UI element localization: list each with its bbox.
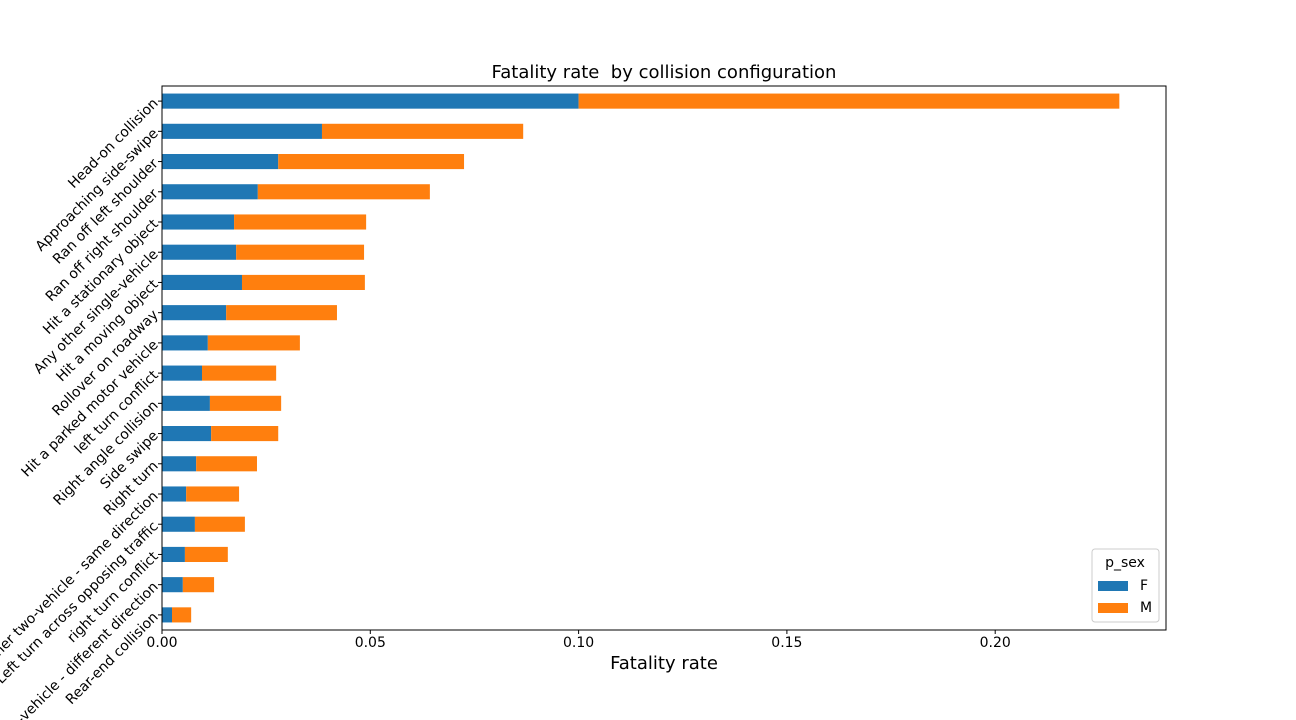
bar bbox=[211, 426, 279, 442]
x-axis-label: Fatality rate bbox=[610, 653, 718, 674]
bar bbox=[321, 123, 524, 139]
bar bbox=[162, 426, 212, 442]
bar bbox=[182, 577, 215, 593]
bar bbox=[162, 154, 279, 170]
bar bbox=[162, 516, 195, 532]
bar bbox=[162, 365, 202, 381]
legend-label: M bbox=[1140, 600, 1152, 616]
bar bbox=[162, 214, 235, 230]
x-tick-label: 0.00 bbox=[146, 635, 177, 651]
bar bbox=[162, 93, 579, 109]
bar bbox=[162, 607, 172, 623]
bar bbox=[578, 93, 1120, 109]
bar bbox=[184, 546, 228, 562]
x-tick-label: 0.05 bbox=[355, 635, 386, 651]
bar bbox=[257, 184, 430, 200]
bar bbox=[209, 395, 282, 411]
bar bbox=[234, 214, 367, 230]
plot-frame bbox=[161, 85, 1167, 631]
legend-swatch bbox=[1098, 603, 1128, 613]
bar bbox=[196, 456, 257, 472]
legend-title: p_sex bbox=[1105, 555, 1145, 571]
bar bbox=[162, 486, 187, 502]
x-tick-label: 0.15 bbox=[771, 635, 802, 651]
bar bbox=[226, 305, 337, 321]
bar bbox=[162, 335, 208, 351]
legend-swatch bbox=[1098, 581, 1128, 591]
bar bbox=[162, 305, 227, 321]
chart-title: Fatality rate by collision configuration bbox=[492, 62, 837, 83]
bar bbox=[236, 244, 365, 260]
bar bbox=[201, 365, 277, 381]
bar bbox=[162, 577, 183, 593]
bar bbox=[162, 274, 242, 290]
legend-label: F bbox=[1140, 578, 1148, 594]
bar bbox=[278, 154, 465, 170]
bar bbox=[241, 274, 365, 290]
bar bbox=[162, 456, 197, 472]
legend: p_sex FM bbox=[1091, 548, 1160, 623]
bar bbox=[186, 486, 240, 502]
bar bbox=[162, 244, 237, 260]
x-tick-label: 0.10 bbox=[563, 635, 594, 651]
bar bbox=[194, 516, 245, 532]
bar bbox=[162, 123, 322, 139]
bar bbox=[207, 335, 300, 351]
bar bbox=[162, 395, 210, 411]
bar bbox=[171, 607, 192, 623]
x-tick-label: 0.20 bbox=[980, 635, 1011, 651]
bar bbox=[162, 184, 258, 200]
bar bbox=[162, 546, 185, 562]
